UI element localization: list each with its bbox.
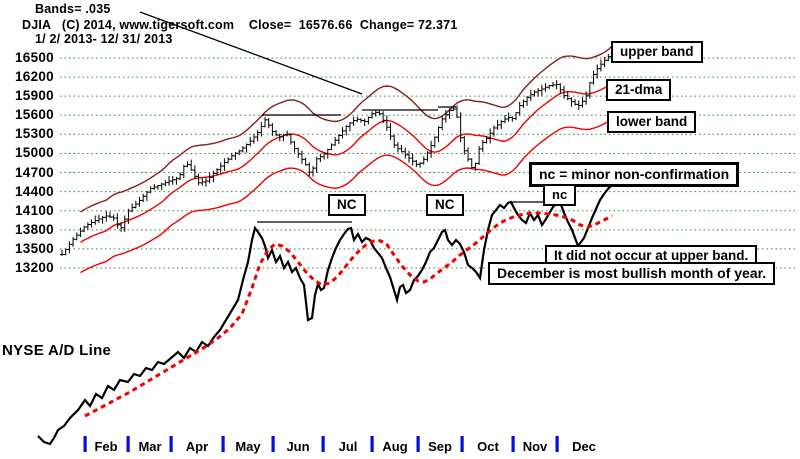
y-axis-label: 14700 — [14, 164, 54, 180]
nc-box-1: NC — [328, 194, 366, 217]
month-tick — [321, 436, 325, 452]
month-label-sep: Sep — [428, 439, 452, 454]
ad-line-panel-label: NYSE A/D Line — [2, 342, 112, 359]
annotation-lines — [139, 11, 563, 223]
month-tick — [416, 436, 420, 452]
month-label-oct: Oct — [477, 439, 499, 454]
y-axis-label: 15900 — [14, 88, 54, 104]
nc-box-2: NC — [426, 194, 464, 217]
y-axis-label: 16500 — [14, 50, 54, 65]
month-label-nov: Nov — [522, 439, 548, 454]
nc-small: nc — [543, 184, 577, 206]
y-axis-label: 15300 — [14, 126, 54, 142]
y-axis-label: 14100 — [14, 202, 54, 218]
dma21-label: 21-dma — [606, 79, 672, 102]
month-label-dec: Dec — [572, 439, 596, 454]
y-axis-label: 15600 — [14, 107, 54, 123]
month-label-aug: Aug — [382, 439, 408, 454]
month-label-jul: Jul — [338, 439, 358, 454]
ad-line-panel — [37, 184, 613, 446]
month-tick — [555, 436, 559, 452]
month-tick — [126, 436, 130, 452]
month-tick — [271, 436, 275, 452]
month-tick — [83, 436, 87, 452]
month-tick — [460, 436, 464, 452]
month-label-may: May — [235, 439, 261, 454]
price-bars — [60, 48, 614, 256]
price-bands — [80, 45, 613, 274]
lower-band-label: lower band — [607, 111, 697, 134]
month-ticks — [83, 436, 559, 452]
y-axis-label: 14400 — [14, 183, 54, 199]
nc-definition: nc = minor non-confirmation — [529, 162, 740, 187]
month-label-apr: Apr — [185, 439, 209, 454]
month-tick — [169, 436, 173, 452]
bands-setting-label: Bands= .035 — [35, 2, 111, 16]
december-note: December is most bullish month of year. — [488, 262, 776, 285]
y-axis-label: 13500 — [14, 240, 54, 256]
y-axis-label: 13200 — [14, 260, 54, 275]
date-range-label: 1/ 2/ 2013- 12/ 31/ 2013 — [35, 32, 173, 46]
month-tick — [370, 436, 374, 452]
y-axis-label: 15000 — [14, 145, 54, 161]
y-axis-label: 16200 — [14, 69, 54, 85]
upper-band-label: upper band — [611, 41, 703, 64]
month-label-mar: Mar — [138, 439, 162, 454]
month-tick — [511, 436, 515, 452]
chart-title: DJIA (C) 2014, www.tigersoft.com Close= … — [22, 18, 458, 32]
month-label-feb: Feb — [94, 439, 118, 454]
month-label-jun: Jun — [286, 439, 310, 454]
y-axis-label: 13800 — [14, 221, 54, 237]
month-tick — [221, 436, 225, 452]
